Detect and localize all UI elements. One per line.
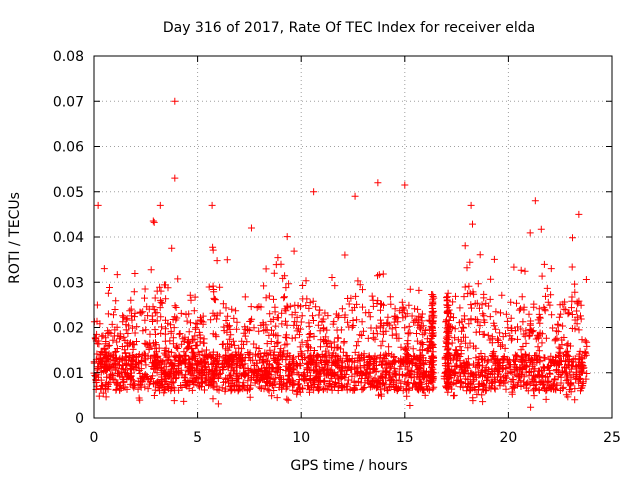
y-axis-label: ROTI / TECUs (7, 192, 23, 284)
roti-peak-point (310, 188, 318, 196)
roti-peak-point (100, 265, 108, 273)
y-tick-label: 0.06 (53, 140, 84, 156)
chart-title: Day 316 of 2017, Rate Of TEC Index for r… (163, 20, 535, 36)
x-tick-label: 5 (193, 430, 202, 446)
roti-peak-point (374, 179, 382, 187)
roti-peak-point (401, 181, 409, 189)
grid (94, 56, 612, 418)
x-tick-label: 25 (603, 430, 621, 446)
x-axis-label: GPS time / hours (290, 458, 407, 474)
y-tick-label: 0.04 (53, 230, 84, 246)
axis-ticks: 0 0.01 0.02 0.03 0.04 0.05 0.06 0.07 0.08 0 5 10 15 2… (53, 49, 621, 446)
y-tick-label: 0.07 (53, 94, 84, 110)
roti-peak-point (247, 224, 255, 232)
y-tick-label: 0.01 (53, 366, 84, 382)
roti-point-cloud (90, 217, 591, 411)
roti-peak-point (208, 201, 216, 209)
roti-peak-point (575, 210, 583, 218)
y-tick-label: 0.03 (53, 275, 84, 291)
roti-peak-point (351, 192, 359, 200)
y-tick-label: 0 (75, 411, 84, 427)
roti-peak-point (171, 174, 179, 182)
data-points (90, 97, 591, 411)
y-tick-label: 0.05 (53, 185, 84, 201)
x-tick-label: 0 (90, 430, 99, 446)
y-tick-label: 0.08 (53, 49, 84, 65)
x-tick-label: 15 (396, 430, 414, 446)
roti-peak-point (531, 197, 539, 205)
x-tick-label: 20 (499, 430, 517, 446)
y-tick-label: 0.02 (53, 321, 84, 337)
x-tick-label: 10 (292, 430, 310, 446)
roti-peak-point (94, 201, 102, 209)
roti-peak-point (156, 201, 164, 209)
roti-peak-point (171, 97, 179, 105)
roti-peak-point (467, 201, 475, 209)
